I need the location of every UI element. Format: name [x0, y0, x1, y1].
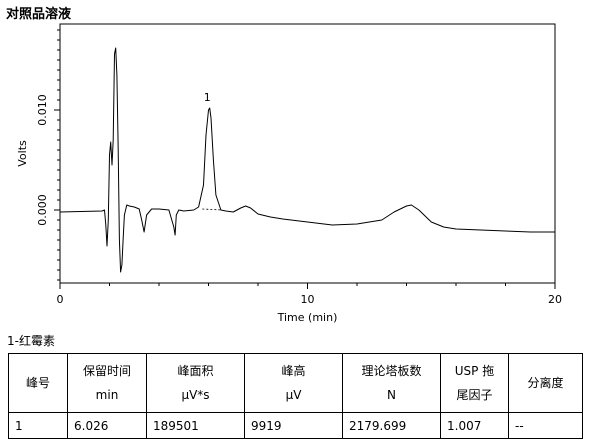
chromatogram-chart: 0 10 20 0.000 0.010 1 Time (min) Volts	[16, 23, 562, 324]
table-cell: 1.007	[440, 412, 509, 439]
column-header-line1: 保留时间	[82, 364, 131, 378]
column-header-line2: N	[387, 388, 396, 402]
y-tick-label: 0.000	[36, 194, 49, 226]
table-cell: 6.026	[67, 412, 147, 439]
table-header-row: 峰号 保留时间 min 峰面积 μV*s 峰高 μV 理论塔板数 N USP 拖尾因子 分离度	[8, 353, 583, 413]
column-header-line1: 峰高	[281, 364, 306, 378]
column-header-line1: USP 拖	[454, 364, 495, 378]
column-header: USP 拖尾因子	[440, 353, 509, 413]
x-tick-label: 20	[548, 293, 562, 306]
x-axis-label: Time (min)	[277, 311, 338, 324]
axis-ticks	[54, 29, 556, 289]
column-header: 峰高 μV	[244, 353, 343, 413]
peak-label: 1	[204, 91, 211, 104]
page-title: 对照品溶液	[6, 7, 72, 22]
y-axis-label: Volts	[16, 140, 29, 167]
peak-labels: 1	[204, 91, 211, 104]
table-cell: 9919	[244, 412, 343, 439]
series-group	[59, 47, 555, 273]
peak-caption: 1-红霉素	[7, 334, 55, 348]
x-tick-label: 0	[57, 293, 64, 306]
table-cell: 2179.699	[342, 412, 441, 439]
column-header: 峰面积 μV*s	[146, 353, 245, 413]
plot-frame	[59, 23, 556, 284]
column-header: 分离度	[508, 353, 583, 413]
table-cell: 189501	[146, 412, 245, 439]
axis-tick-labels: 0 10 20 0.000 0.010	[36, 94, 562, 306]
column-header-line2: μV*s	[181, 388, 210, 402]
column-header: 理论塔板数 N	[342, 353, 441, 413]
x-tick-label: 10	[301, 293, 315, 306]
column-header-line1: 分离度	[527, 376, 564, 390]
column-header: 峰号	[8, 353, 68, 413]
column-header: 保留时间 min	[67, 353, 147, 413]
column-header-line1: 峰号	[25, 376, 50, 390]
integration-baseline	[202, 208, 223, 211]
table-cell: 1	[8, 412, 68, 439]
y-tick-label: 0.010	[36, 94, 49, 126]
column-header-line1: 理论塔板数	[361, 364, 422, 378]
series-line	[59, 47, 555, 273]
table-row: 1 6.026 189501 9919 2179.699 1.007 --	[8, 412, 583, 439]
column-header-line2: 尾因子	[456, 388, 493, 402]
column-header-line2: μV	[285, 388, 302, 402]
column-header-line1: 峰面积	[177, 364, 214, 378]
column-header-line2: min	[95, 388, 119, 402]
table-cell: --	[508, 412, 583, 439]
